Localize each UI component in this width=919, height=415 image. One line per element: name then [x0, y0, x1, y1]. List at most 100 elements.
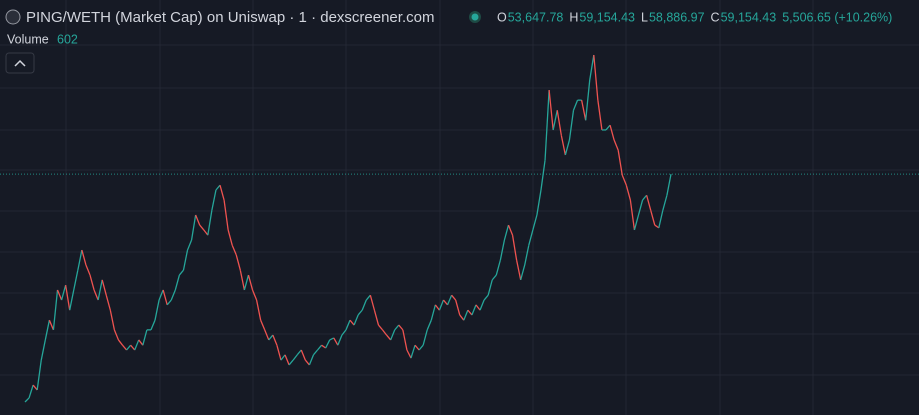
price-segment [36, 359, 42, 390]
price-segment [97, 279, 103, 301]
price-segment [308, 354, 315, 366]
price-segment [499, 239, 506, 261]
price-segment [81, 249, 87, 266]
price-segment [203, 229, 209, 236]
price-segment [446, 294, 453, 306]
price-segment [625, 185, 631, 201]
price-segment [166, 299, 172, 306]
price-segment [621, 174, 627, 186]
price-segment [613, 139, 619, 151]
price-segment [109, 309, 116, 330]
price-segment [122, 344, 128, 351]
price-segment [406, 349, 412, 359]
price-segment [300, 349, 306, 361]
collapse-button[interactable] [5, 52, 35, 74]
change-value: 5,506.65 (+10.26%) [782, 10, 892, 24]
ohlc-key: O [497, 10, 507, 24]
price-segment [345, 319, 351, 331]
price-segment [288, 359, 294, 366]
chart-title: PING/WETH (Market Cap) on Uniswap · 1 · … [26, 9, 434, 26]
collapse-icon [14, 59, 26, 67]
price-segment [333, 337, 339, 346]
price-segment [223, 199, 229, 230]
price-segment [373, 309, 380, 326]
price-segment [190, 214, 197, 241]
price-segment [219, 185, 225, 201]
ohlc-key: L [641, 10, 648, 24]
price-segment [580, 100, 587, 121]
price-segment [231, 244, 237, 256]
price-segment [410, 344, 416, 359]
price-segment [317, 344, 323, 351]
price-segment [560, 135, 567, 156]
price-segment [467, 309, 473, 316]
price-segment [195, 214, 201, 226]
price-segment [524, 245, 530, 266]
price-segment [666, 173, 672, 196]
price-segment [642, 194, 648, 201]
price-segment [568, 110, 575, 141]
price-segment [48, 319, 55, 331]
price-segment [69, 289, 75, 311]
price-segment [463, 309, 469, 321]
price-segment [597, 100, 603, 131]
price-segment [255, 299, 262, 321]
price-segment [365, 294, 371, 301]
price-segment [60, 284, 67, 301]
price-segment [451, 294, 457, 301]
price-segment [215, 184, 221, 191]
price-segment [105, 295, 111, 311]
price-segment [52, 289, 59, 330]
price-segment [471, 304, 477, 316]
price-segment [637, 199, 644, 216]
price-segment [150, 319, 156, 331]
price-segment [430, 304, 436, 321]
ohlc-value: 58,886.97 [649, 10, 705, 24]
price-segment [101, 279, 107, 296]
volume-value: 602 [57, 32, 78, 46]
price-segment [617, 150, 623, 176]
price-segment [629, 199, 636, 230]
token-icon [5, 9, 21, 25]
price-segment [77, 249, 83, 271]
price-segment [475, 304, 481, 311]
price-segment [272, 334, 278, 346]
price-segment [280, 354, 286, 361]
price-segment [73, 270, 79, 291]
price-segment [402, 329, 408, 351]
price-segment [276, 345, 282, 361]
price-segment [199, 224, 205, 231]
price-segment [556, 110, 562, 136]
price-segment [438, 299, 445, 311]
price-segment [40, 339, 46, 361]
price-segment [386, 334, 392, 341]
price-segment [239, 270, 246, 291]
ohlc-key: C [711, 10, 720, 24]
price-segment [126, 344, 132, 351]
price-segment [633, 214, 640, 231]
price-segment [422, 329, 428, 346]
price-segment [24, 397, 30, 403]
plot [0, 54, 919, 403]
price-segment [654, 224, 660, 229]
price-segment [357, 309, 363, 316]
price-segment [158, 289, 164, 301]
price-segment [260, 319, 266, 331]
price-segment [605, 124, 611, 131]
price-segment [390, 329, 396, 341]
price-segment [312, 349, 319, 356]
ohlc-legend: O 53,647.78 H 59,154.43 L 58,886.97 C 59,154.43… [497, 10, 892, 24]
price-segment [361, 299, 367, 311]
price-segment [398, 324, 404, 331]
price-segment [585, 79, 591, 121]
price-segment [142, 329, 148, 346]
price-segment [650, 209, 656, 226]
price-segment [507, 224, 514, 236]
price-segment [662, 195, 668, 211]
price-segment [28, 384, 34, 399]
price-segment [117, 339, 124, 346]
price-segment [207, 210, 213, 236]
price-segment [536, 189, 542, 216]
